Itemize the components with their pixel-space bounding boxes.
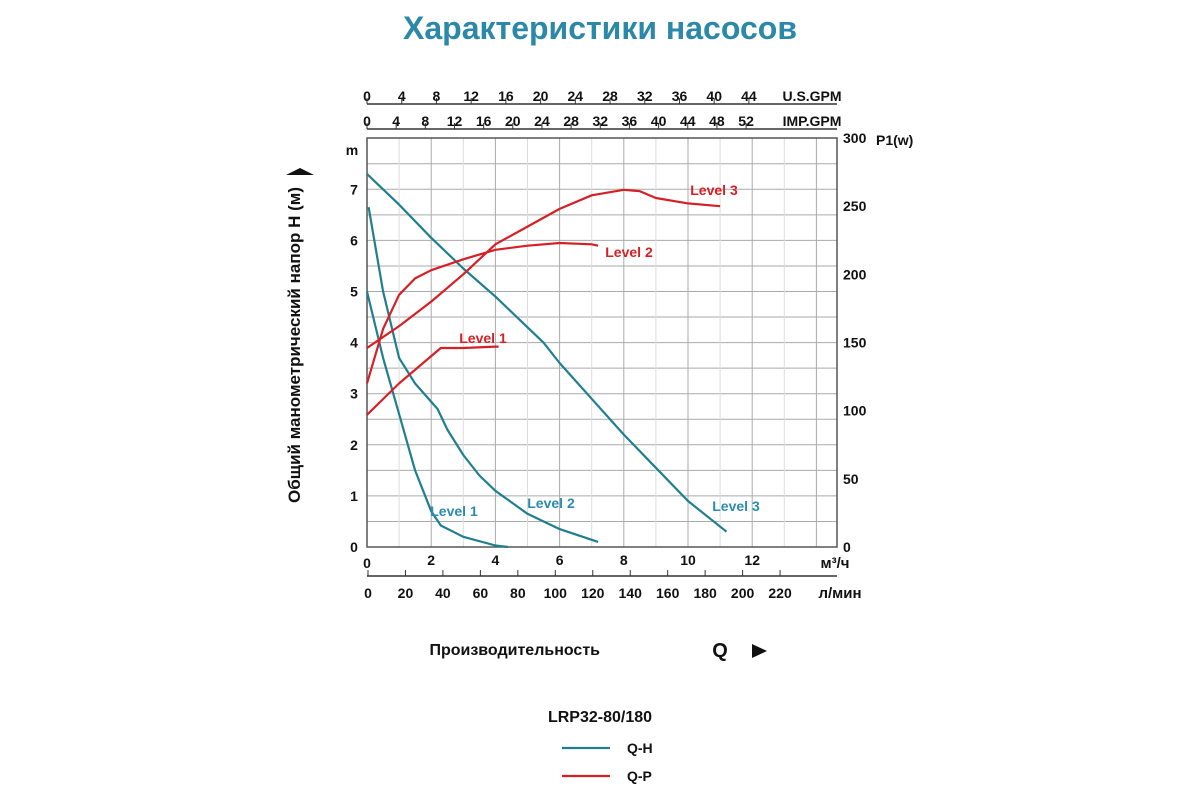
legend-label: Q-P	[627, 768, 652, 784]
y-tick-label: 5	[350, 284, 358, 300]
usgpm-tick-label: 44	[741, 88, 757, 104]
impgpm-tick-label: 16	[476, 113, 492, 129]
impgpm-tick-label: 8	[421, 113, 429, 129]
x-unit-label: м³/ч	[821, 555, 850, 572]
x-tick-label: 0	[363, 555, 371, 571]
usgpm-tick-label: 36	[672, 88, 688, 104]
x-alt-tick-label: 200	[731, 585, 755, 601]
y-tick-label: 3	[350, 386, 358, 402]
usgpm-tick-label: 32	[637, 88, 653, 104]
usgpm-tick-label: 24	[568, 88, 584, 104]
impgpm-tick-label: 20	[505, 113, 521, 129]
model-label: LRP32-80/180	[548, 709, 652, 726]
qp-curve-level-1	[366, 345, 499, 416]
y-axis-arrow-icon	[286, 168, 314, 175]
legend-label: Q-H	[627, 740, 653, 756]
x-tick-label: 2	[427, 552, 435, 568]
x-alt-tick-label: 140	[619, 585, 643, 601]
x-tick-label: 4	[492, 552, 500, 568]
y-tick-label: 1	[350, 488, 358, 504]
impgpm-tick-label: 24	[534, 113, 550, 129]
impgpm-tick-label: 0	[363, 113, 371, 129]
impgpm-tick-label: 40	[651, 113, 667, 129]
impgpm-tick-label: 12	[447, 113, 463, 129]
impgpm-tick-label: 52	[738, 113, 754, 129]
qp-curve-level-3	[366, 188, 721, 349]
x-axis-title: Производительность	[429, 642, 600, 659]
x-alt-tick-label: 80	[510, 585, 526, 601]
qh-curve-label: Level 1	[430, 503, 478, 519]
impgpm-tick-label: 44	[680, 113, 696, 129]
y2-axis-label: P1(w)	[876, 132, 913, 148]
x-alt-tick-label: 0	[364, 585, 372, 601]
usgpm-tick-label: 28	[602, 88, 618, 104]
usgpm-tick-label: 40	[706, 88, 722, 104]
x-tick-label: 8	[620, 552, 628, 568]
qp-curve-label: Level 2	[605, 244, 653, 260]
qp-curve-label: Level 1	[459, 330, 507, 346]
qh-curve-level-1	[365, 291, 509, 549]
x-axis-arrow-icon	[752, 644, 767, 658]
y2-tick-label: 50	[843, 471, 859, 487]
qh-curve-level-2	[367, 207, 599, 543]
y-tick-label: 7	[350, 181, 358, 197]
qh-curve-label: Level 3	[712, 498, 760, 514]
qp-curve-level-2	[365, 241, 599, 384]
usgpm-tick-label: 20	[533, 88, 549, 104]
x-tick-label: 10	[680, 552, 696, 568]
x-alt-tick-label: 100	[544, 585, 568, 601]
impgpm-tick-label: 28	[563, 113, 579, 129]
x-alt-unit-label: л/мин	[818, 585, 861, 602]
y2-tick-label: 100	[843, 403, 867, 419]
x-alt-tick-label: 160	[656, 585, 680, 601]
usgpm-tick-label: 16	[498, 88, 514, 104]
impgpm-tick-label: 32	[592, 113, 608, 129]
x-alt-tick-label: 120	[581, 585, 605, 601]
y2-tick-label: 150	[843, 335, 867, 351]
y2-tick-label: 300	[843, 130, 867, 146]
x-alt-tick-label: 20	[398, 585, 414, 601]
y-tick-label: 2	[350, 437, 358, 453]
qh-curve-label: Level 2	[527, 495, 575, 511]
x-alt-tick-label: 60	[473, 585, 489, 601]
usgpm-tick-label: 4	[398, 88, 406, 104]
x-tick-label: 6	[556, 552, 564, 568]
x-alt-tick-label: 220	[768, 585, 792, 601]
y-tick-label: 6	[350, 232, 358, 248]
y-unit-label: m	[346, 142, 358, 158]
plot-frame	[366, 137, 838, 548]
page-title: Характеристики насосов	[403, 10, 797, 46]
y-axis-title: Общий манометрический напор H (м)	[285, 187, 304, 503]
y-tick-label: 0	[350, 539, 358, 555]
y-tick-label: 4	[350, 335, 358, 351]
y2-tick-label: 250	[843, 198, 867, 214]
x-axis-symbol: Q	[712, 640, 728, 662]
usgpm-unit-label: U.S.GPM	[782, 88, 841, 104]
impgpm-tick-label: 4	[392, 113, 400, 129]
usgpm-tick-label: 12	[463, 88, 479, 104]
qh-curve-level-3	[366, 173, 728, 533]
x-alt-tick-label: 180	[693, 585, 717, 601]
usgpm-tick-label: 8	[433, 88, 441, 104]
impgpm-tick-label: 36	[622, 113, 638, 129]
y2-tick-label: 0	[843, 539, 851, 555]
usgpm-tick-label: 0	[363, 88, 371, 104]
impgpm-unit-label: IMP.GPM	[783, 113, 842, 129]
y2-tick-label: 200	[843, 266, 867, 282]
x-alt-tick-label: 40	[435, 585, 451, 601]
impgpm-tick-label: 48	[709, 113, 725, 129]
qp-curve-label: Level 3	[690, 182, 738, 198]
x-tick-label: 12	[744, 552, 760, 568]
